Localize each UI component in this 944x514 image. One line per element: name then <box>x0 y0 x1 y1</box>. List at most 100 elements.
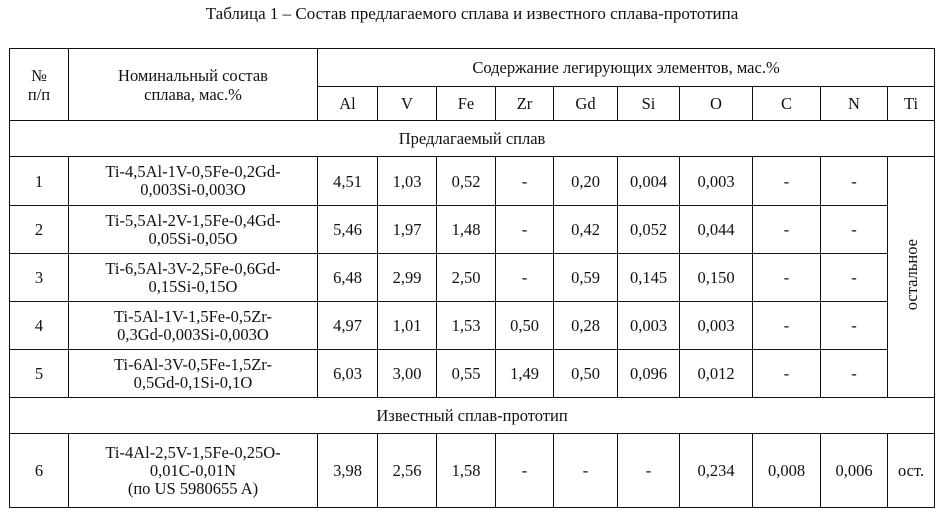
value-cell: 0,003 <box>680 157 753 206</box>
header-num: № п/п <box>10 49 69 121</box>
value-cell: 1,03 <box>378 157 437 206</box>
value-cell: 2,56 <box>378 434 437 508</box>
value-cell: - <box>753 254 821 302</box>
alloy-line: 0,15Si-0,15O <box>73 278 313 296</box>
alloy-composition: Ti-6Al-3V-0,5Fe-1,5Zr- 0,5Gd-0,1Si-0,1O <box>69 350 318 398</box>
value-cell: 0,20 <box>554 157 618 206</box>
value-cell: 0,012 <box>680 350 753 398</box>
value-cell: 2,99 <box>378 254 437 302</box>
value-cell: 0,50 <box>554 350 618 398</box>
alloy-line: 0,5Gd-0,1Si-0,1O <box>73 374 313 392</box>
value-cell: - <box>821 254 888 302</box>
section-proposed: Предлагаемый сплав <box>10 121 935 157</box>
value-cell: 0,50 <box>496 302 554 350</box>
value-cell: 1,53 <box>437 302 496 350</box>
alloy-composition: Ti-4Al-2,5V-1,5Fe-0,25O- 0,01C-0,01N (по… <box>69 434 318 508</box>
alloy-line: Ti-4,5Al-1V-0,5Fe-0,2Gd- <box>73 163 313 181</box>
table-row: 3 Ti-6,5Al-3V-2,5Fe-0,6Gd- 0,15Si-0,15O … <box>10 254 935 302</box>
value-cell: 0,234 <box>680 434 753 508</box>
value-cell: 0,008 <box>753 434 821 508</box>
ti-balance-text: остальное <box>902 239 921 310</box>
element-header: Zr <box>496 87 554 121</box>
row-number: 5 <box>10 350 69 398</box>
value-cell: 1,48 <box>437 206 496 254</box>
value-cell: - <box>821 157 888 206</box>
value-cell: 1,97 <box>378 206 437 254</box>
value-cell: ост. <box>888 434 935 508</box>
value-cell: 1,49 <box>496 350 554 398</box>
value-cell: 4,51 <box>318 157 378 206</box>
value-cell: 0,006 <box>821 434 888 508</box>
alloy-line: 0,01C-0,01N <box>73 462 313 480</box>
header-row-top: № п/п Номинальный состав сплава, мас.% С… <box>10 49 935 87</box>
value-cell: 4,97 <box>318 302 378 350</box>
value-cell: - <box>496 157 554 206</box>
table-row: 1 Ti-4,5Al-1V-0,5Fe-0,2Gd- 0,003Si-0,003… <box>10 157 935 206</box>
element-header: O <box>680 87 753 121</box>
alloy-line: Ti-5Al-1V-1,5Fe-0,5Zr- <box>73 308 313 326</box>
value-cell: - <box>753 302 821 350</box>
table-row: 5 Ti-6Al-3V-0,5Fe-1,5Zr- 0,5Gd-0,1Si-0,1… <box>10 350 935 398</box>
value-cell: 2,50 <box>437 254 496 302</box>
value-cell: 3,00 <box>378 350 437 398</box>
element-header: Ti <box>888 87 935 121</box>
element-header: N <box>821 87 888 121</box>
value-cell: 0,052 <box>618 206 680 254</box>
value-cell: - <box>496 434 554 508</box>
element-header: Gd <box>554 87 618 121</box>
value-cell: 0,145 <box>618 254 680 302</box>
value-cell: 0,150 <box>680 254 753 302</box>
row-number: 3 <box>10 254 69 302</box>
value-cell: - <box>753 206 821 254</box>
row-number: 6 <box>10 434 69 508</box>
value-cell: 0,59 <box>554 254 618 302</box>
element-header: C <box>753 87 821 121</box>
alloy-line: (по US 5980655 A) <box>73 480 313 498</box>
header-nominal: Номинальный состав сплава, мас.% <box>69 49 318 121</box>
value-cell: 0,044 <box>680 206 753 254</box>
alloy-line: 0,003Si-0,003O <box>73 181 313 199</box>
row-number: 2 <box>10 206 69 254</box>
value-cell: - <box>554 434 618 508</box>
value-cell: 0,003 <box>680 302 753 350</box>
value-cell: 1,58 <box>437 434 496 508</box>
alloy-line: Ti-6Al-3V-0,5Fe-1,5Zr- <box>73 356 313 374</box>
table-row: 4 Ti-5Al-1V-1,5Fe-0,5Zr- 0,3Gd-0,003Si-0… <box>10 302 935 350</box>
header-nominal-line2: сплава, мас.% <box>73 85 313 104</box>
alloy-line: 0,05Si-0,05O <box>73 230 313 248</box>
value-cell: - <box>618 434 680 508</box>
value-cell: 6,03 <box>318 350 378 398</box>
value-cell: - <box>753 157 821 206</box>
row-number: 4 <box>10 302 69 350</box>
value-cell: 3,98 <box>318 434 378 508</box>
value-cell: - <box>496 254 554 302</box>
value-cell: 0,55 <box>437 350 496 398</box>
alloy-line: 0,3Gd-0,003Si-0,003O <box>73 326 313 344</box>
alloy-composition: Ti-4,5Al-1V-0,5Fe-0,2Gd- 0,003Si-0,003O <box>69 157 318 206</box>
section-row-proposed: Предлагаемый сплав <box>10 121 935 157</box>
value-cell: 0,004 <box>618 157 680 206</box>
value-cell: 0,42 <box>554 206 618 254</box>
section-known: Известный сплав-прототип <box>10 398 935 434</box>
value-cell: 0,003 <box>618 302 680 350</box>
element-header: Si <box>618 87 680 121</box>
value-cell: - <box>496 206 554 254</box>
value-cell: 6,48 <box>318 254 378 302</box>
alloy-line: Ti-6,5Al-3V-2,5Fe-0,6Gd- <box>73 260 313 278</box>
value-cell: 5,46 <box>318 206 378 254</box>
element-header: Al <box>318 87 378 121</box>
table-row-prototype: 6 Ti-4Al-2,5V-1,5Fe-0,25O- 0,01C-0,01N (… <box>10 434 935 508</box>
alloy-line: Ti-4Al-2,5V-1,5Fe-0,25O- <box>73 444 313 462</box>
value-cell: - <box>821 302 888 350</box>
alloy-composition: Ti-5,5Al-2V-1,5Fe-0,4Gd- 0,05Si-0,05O <box>69 206 318 254</box>
value-cell: 0,096 <box>618 350 680 398</box>
ti-balance-cell: остальное <box>888 157 935 398</box>
table-caption: Таблица 1 – Состав предлагаемого сплава … <box>0 2 944 26</box>
alloy-line: Ti-5,5Al-2V-1,5Fe-0,4Gd- <box>73 212 313 230</box>
element-header: Fe <box>437 87 496 121</box>
header-num-line1: № <box>14 66 64 85</box>
value-cell: 0,28 <box>554 302 618 350</box>
value-cell: - <box>821 350 888 398</box>
value-cell: - <box>821 206 888 254</box>
composition-table: № п/п Номинальный состав сплава, мас.% С… <box>9 48 935 508</box>
